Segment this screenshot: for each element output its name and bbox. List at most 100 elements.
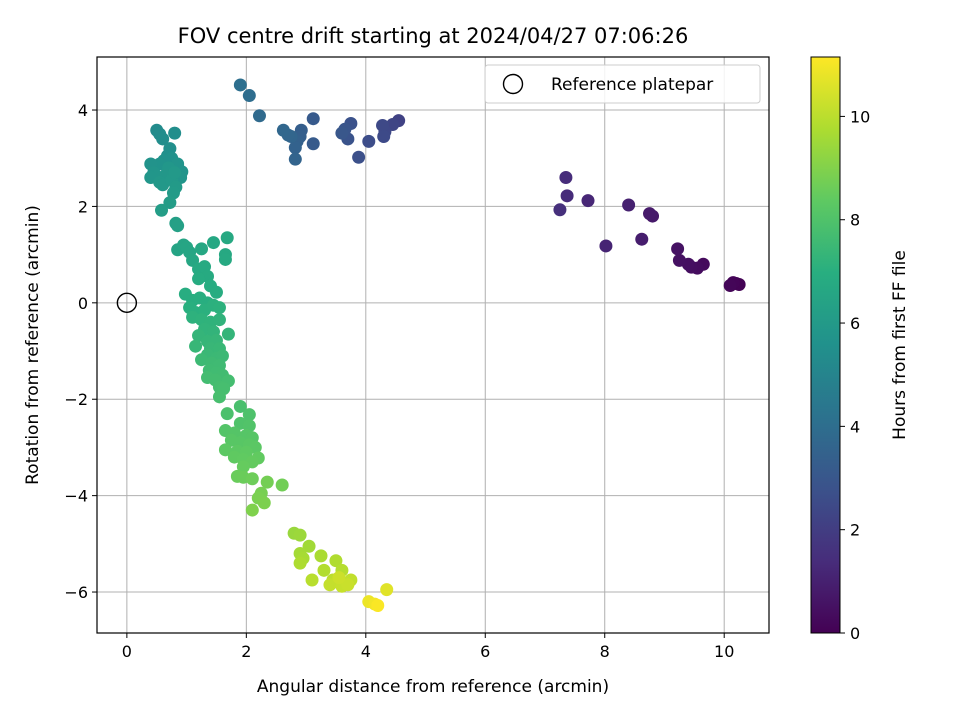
colorbar-tick-label: 8	[850, 211, 860, 230]
x-tick-label: 0	[122, 642, 132, 661]
chart-title: FOV centre drift starting at 2024/04/27 …	[178, 24, 689, 48]
x-tick-label: 4	[361, 642, 371, 661]
data-point	[218, 252, 232, 266]
data-point	[260, 475, 274, 489]
y-tick-label: 2	[78, 197, 88, 216]
data-point	[233, 78, 247, 92]
data-point	[317, 563, 331, 577]
x-tick-label: 10	[714, 642, 734, 661]
data-point	[329, 554, 343, 568]
legend-marker	[502, 73, 524, 95]
data-point	[252, 109, 266, 123]
data-point	[599, 239, 613, 253]
reference-marker-group	[116, 292, 138, 314]
x-axis-label: Angular distance from reference (arcmin)	[257, 677, 609, 697]
data-point	[635, 232, 649, 246]
x-axis-ticks: 0 2 4 6 8 10	[122, 633, 734, 661]
data-points	[144, 78, 746, 613]
colorbar-tick-label: 6	[850, 314, 860, 333]
data-point	[233, 399, 247, 413]
data-point	[189, 339, 203, 353]
legend-entry-label: Reference platepar	[551, 75, 713, 95]
legend-box	[484, 64, 761, 104]
data-point	[206, 236, 220, 250]
data-point	[245, 503, 259, 517]
data-point	[212, 390, 226, 404]
data-point	[155, 203, 169, 217]
data-point	[377, 130, 391, 144]
data-point	[192, 272, 206, 286]
data-point	[212, 313, 226, 327]
x-tick-label: 2	[241, 642, 251, 661]
colorbar-tick-label: 0	[850, 624, 860, 643]
data-point	[221, 327, 235, 341]
colorbar-label: Hours from first FF file	[890, 250, 910, 440]
y-tick-label: −6	[64, 583, 88, 602]
data-point	[314, 549, 328, 563]
data-point	[257, 496, 271, 510]
data-point	[581, 194, 595, 208]
data-point	[209, 285, 223, 299]
data-point	[245, 472, 259, 486]
data-point	[341, 578, 355, 592]
data-point	[220, 407, 234, 421]
data-point	[352, 150, 366, 164]
data-point	[236, 460, 250, 474]
colorbar-ticks: 0 2 4 6 8 10	[840, 107, 870, 643]
data-point	[218, 443, 232, 457]
data-point	[168, 126, 182, 140]
data-point	[212, 301, 226, 315]
data-point	[622, 198, 636, 212]
data-point	[672, 253, 686, 267]
data-point	[671, 242, 685, 256]
data-point	[168, 166, 182, 180]
colorbar-tick-label: 4	[850, 417, 860, 436]
data-point	[335, 126, 349, 140]
legend: Reference platepar	[484, 64, 761, 104]
data-point	[293, 528, 307, 542]
data-point	[171, 219, 185, 233]
x-tick-label: 6	[480, 642, 490, 661]
colorbar-tick-label: 10	[850, 107, 870, 126]
data-point	[288, 152, 302, 166]
data-point	[376, 118, 390, 132]
data-point	[306, 137, 320, 151]
data-point	[723, 278, 737, 292]
data-point	[302, 539, 316, 553]
data-point	[293, 556, 307, 570]
colorbar-gradient	[810, 56, 841, 634]
plot-frame	[96, 56, 770, 634]
data-point	[156, 132, 170, 146]
data-point	[332, 571, 346, 585]
data-point	[380, 583, 394, 597]
y-axis-ticks: −6 −4 −2 0 2 4	[64, 101, 97, 602]
data-point	[362, 134, 376, 148]
data-point	[553, 203, 567, 217]
data-point	[560, 189, 574, 203]
y-tick-label: −2	[64, 390, 88, 409]
colorbar-tick-label: 2	[850, 521, 860, 540]
colorbar: 0 2 4 6 8 10 Hours from first FF file	[810, 56, 910, 643]
data-point	[323, 578, 337, 592]
data-point	[371, 599, 385, 613]
data-point	[643, 207, 657, 221]
y-tick-label: −4	[64, 487, 88, 506]
reference-platepar-marker	[116, 292, 138, 314]
data-point	[306, 112, 320, 126]
grid-lines	[97, 57, 769, 633]
data-point	[220, 231, 234, 245]
data-point	[559, 171, 573, 185]
data-point	[242, 89, 256, 103]
y-tick-label: 0	[78, 294, 88, 313]
data-point	[305, 573, 319, 587]
y-tick-label: 4	[78, 101, 88, 120]
y-axis-label: Rotation from reference (arcmin)	[23, 205, 43, 485]
data-point	[195, 242, 209, 256]
data-point	[275, 478, 289, 492]
x-tick-label: 8	[600, 642, 610, 661]
data-point	[163, 196, 177, 210]
data-point	[288, 141, 302, 155]
data-point	[242, 408, 256, 422]
data-point	[195, 353, 209, 367]
